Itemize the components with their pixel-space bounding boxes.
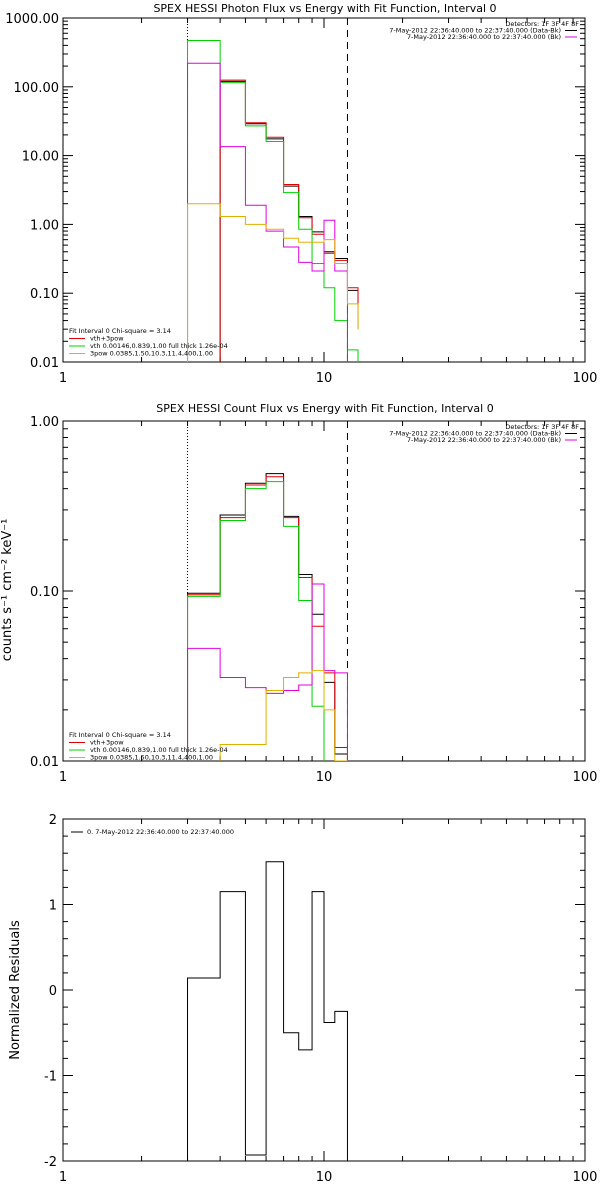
legend-entry: vth+3pow [90, 335, 124, 343]
y-tick-label: 10.00 [22, 150, 59, 165]
series-line-bk [187, 583, 348, 761]
series-line-vth [187, 40, 359, 362]
y-tick-label: 1 [49, 899, 57, 914]
series-line-residuals [187, 861, 348, 1161]
x-tick-label: 1 [59, 770, 67, 785]
series-line-data-bk [219, 80, 359, 362]
x-tick-label: 10 [316, 371, 333, 386]
legend-entry: vth 0.00146,0.839,1.00 full thick 1.26e-… [90, 746, 228, 754]
y-tick-label: 100.00 [14, 81, 60, 96]
x-tick-label: 100 [573, 1170, 598, 1185]
legend-entry: 0. 7-May-2012 22:36:40.000 to 22:37:40.0… [87, 828, 234, 836]
legend-fit-info: Fit Interval 0 Chi-square = 3.14 [69, 327, 171, 335]
plot-frame [62, 17, 586, 363]
x-tick-label: 1 [59, 371, 67, 386]
y-tick-label: 0.01 [30, 356, 59, 371]
y-axis-label: Normalized Residuals [8, 920, 23, 1060]
x-tick-label: 1 [59, 1170, 67, 1185]
x-tick-label: 10 [316, 1170, 333, 1185]
series-line-data-bk [187, 473, 348, 761]
y-tick-label: 1000.00 [5, 12, 59, 27]
y-axis-label: counts s⁻¹ cm⁻² keV⁻¹ [0, 519, 15, 662]
series-line-3pow [219, 670, 348, 761]
legend-entry: 7-May-2012 22:36:40.000 to 22:37:40.000 … [389, 430, 561, 438]
legend-entry: 3pow 0.0385,1.50,10.3,11.4,400,1.00 [90, 754, 213, 762]
y-tick-label: 0 [49, 984, 57, 999]
photon-flux-panel: SPEX HESSI Photon Flux vs Energy with Fi… [5, 2, 598, 386]
legend-entry: 3pow 0.0385,1.50,10.3,11.4,400,1.00 [90, 350, 213, 358]
y-tick-label: 0.10 [30, 287, 59, 302]
y-tick-label: 2 [49, 813, 57, 828]
residuals-panel: Normalized Residuals 1 10 100 -2 -1 0 1 2 0. 7-M… [8, 813, 598, 1185]
count-flux-panel: SPEX HESSI Count Flux vs Energy with Fit… [0, 402, 598, 785]
legend-entry: vth+3pow [90, 739, 124, 747]
y-tick-label: 1.00 [30, 415, 59, 430]
legend-entry: 7-May-2012 22:36:40.000 to 22:37:40.000 … [407, 436, 561, 444]
legend-detectors: Detectors: 1F 3F 4F 8F [505, 423, 579, 431]
legend-detectors: Detectors: 1F 3F 4F 8F [505, 20, 579, 28]
series-line-vth-3pow [219, 79, 359, 362]
legend-entry: 7-May-2012 22:36:40.000 to 22:37:40.000 … [389, 27, 561, 35]
series-line-3pow [187, 203, 359, 362]
legend-fit-info: Fit Interval 0 Chi-square = 3.14 [69, 731, 171, 739]
series-line-bk [187, 62, 348, 362]
y-tick-label: 0.10 [30, 585, 59, 600]
legend-entry: vth 0.00146,0.839,1.00 full thick 1.26e-… [90, 342, 228, 350]
y-tick-label: 1.00 [30, 218, 59, 233]
y-tick-label: -2 [44, 1155, 57, 1170]
x-tick-label: 10 [316, 770, 333, 785]
series-line-vth-3pow [187, 476, 348, 761]
panel-title: SPEX HESSI Photon Flux vs Energy with Fi… [153, 2, 496, 15]
legend-entry: 7-May-2012 22:36:40.000 to 22:37:40.000 … [407, 33, 561, 41]
series-line-vth [187, 481, 325, 761]
panel-title: SPEX HESSI Count Flux vs Energy with Fit… [156, 402, 493, 415]
y-tick-label: -1 [44, 1070, 57, 1085]
y-tick-label: 0.01 [30, 755, 59, 770]
x-tick-label: 100 [573, 770, 598, 785]
x-tick-label: 100 [573, 371, 598, 386]
